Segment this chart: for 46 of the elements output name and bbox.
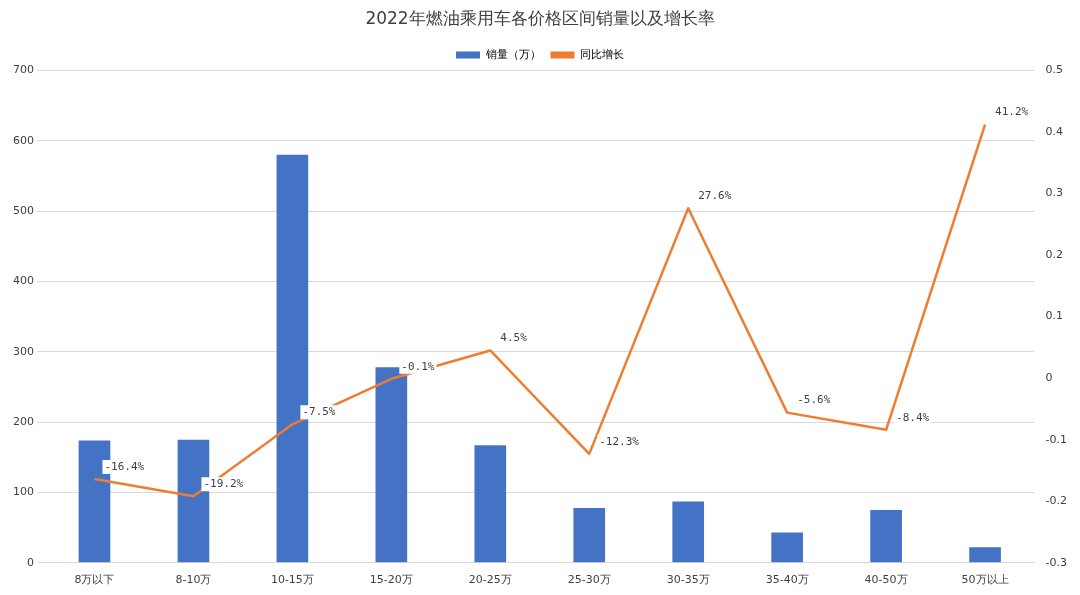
x-tick-label: 35-40万 <box>765 573 809 587</box>
x-tick-label: 30-35万 <box>666 573 710 587</box>
y-tick-label: 0 <box>27 555 34 569</box>
data-label: -7.5% <box>302 405 336 419</box>
x-tick-label: 50万以上 <box>961 573 1009 587</box>
data-label: 4.5% <box>500 331 528 345</box>
bar <box>672 501 705 563</box>
y2-tick-label: -0.2 <box>1045 494 1068 508</box>
bar <box>870 510 902 563</box>
x-tick-label: 15-20万 <box>369 573 413 587</box>
x-tick-label: 40-50万 <box>864 573 908 587</box>
data-label: 41.2% <box>995 105 1029 119</box>
data-label: 27.6% <box>698 189 732 203</box>
bar <box>771 532 803 563</box>
data-label: -16.4% <box>104 459 145 473</box>
data-label: -19.2% <box>203 477 244 491</box>
bar <box>969 547 1001 563</box>
y2-tick-label: 0.4 <box>1045 124 1064 138</box>
y2-tick-label: 0 <box>1045 371 1053 385</box>
x-tick-label: 20-25万 <box>468 573 512 587</box>
y2-tick-label: 0.2 <box>1045 247 1064 261</box>
y2-tick-label: -0.3 <box>1045 555 1068 569</box>
bar <box>474 445 507 563</box>
y-tick-label: 600 <box>13 133 34 147</box>
chart-title: 2022年燃油乘用车各价格区间销量以及增长率 <box>365 7 715 28</box>
x-tick-label: 8万以下 <box>74 573 115 587</box>
legend-label: 同比增长 <box>580 47 624 61</box>
y-tick-label: 100 <box>13 485 34 499</box>
y2-tick-label: 0.1 <box>1045 309 1064 323</box>
x-tick-label: 10-15万 <box>270 573 314 587</box>
y-tick-label: 500 <box>13 203 34 217</box>
y2-tick-label: 0.5 <box>1045 63 1064 77</box>
data-label: -8.4% <box>896 410 930 424</box>
y-tick-label: 300 <box>13 344 34 358</box>
legend-label: 销量（万） <box>484 47 541 61</box>
x-tick-label: 25-30万 <box>567 573 611 587</box>
bar <box>573 507 606 563</box>
x-tick-label: 8-10万 <box>175 573 212 587</box>
data-label: -12.3% <box>599 434 640 448</box>
y-tick-label: 700 <box>13 63 34 77</box>
y2-tick-label: 0.3 <box>1045 186 1064 200</box>
data-label: -5.6% <box>797 393 831 407</box>
y-tick-label: 400 <box>13 274 34 288</box>
data-label: -0.1% <box>401 359 435 373</box>
y-tick-label: 200 <box>13 414 34 428</box>
y2-tick-label: -0.1 <box>1045 432 1068 446</box>
